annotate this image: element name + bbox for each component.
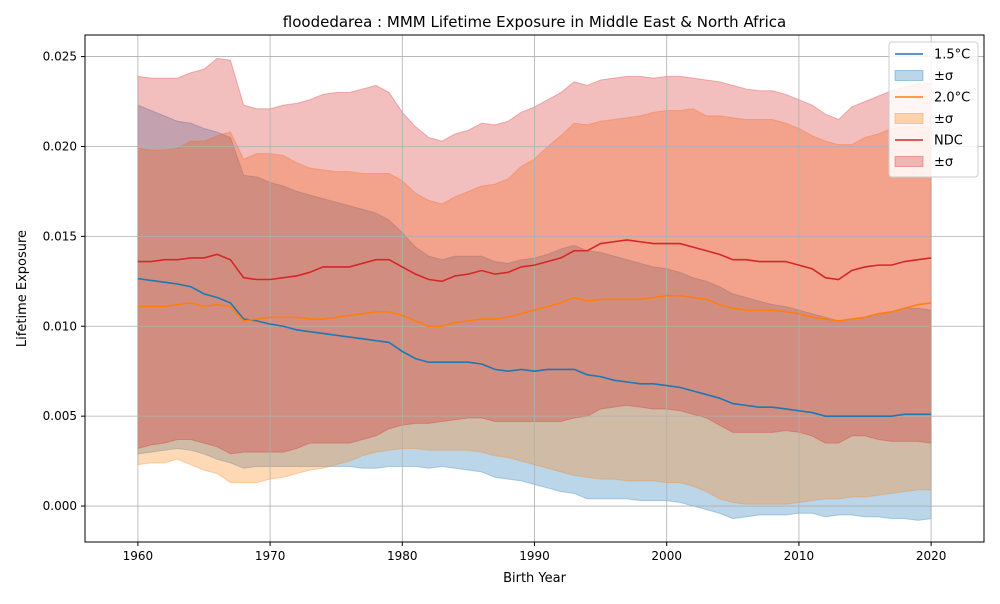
chart-title: floodedarea : MMM Lifetime Exposure in M… (283, 13, 786, 31)
x-tick-label-3: 1990 (519, 549, 550, 563)
legend-label-2: NDC (934, 134, 963, 149)
series-line-0 (137, 277, 932, 417)
x-tick-label-2: 1980 (387, 549, 418, 563)
y-axis-label: Lifetime Exposure (15, 230, 30, 347)
x-axis-ticks: 1960 1970 1980 1990 2000 2010 2020 (123, 542, 947, 563)
grid-lines (85, 35, 984, 542)
y-tick-label-0: 0.000 (43, 499, 77, 513)
y-axis-ticks: 0.000 0.005 0.010 0.015 0.020 0.025 (43, 50, 85, 513)
x-tick-label-1: 1970 (255, 549, 286, 563)
y-tick-label-3: 0.015 (43, 229, 77, 243)
legend-band-label-2: ±σ (934, 155, 953, 170)
x-tick-label-0: 1960 (123, 549, 154, 563)
legend-box (888, 41, 979, 178)
x-tick-label-4: 2000 (651, 549, 682, 563)
series-line-1 (137, 294, 932, 328)
legend-band-label-0: ±σ (934, 69, 953, 84)
x-axis-label: Birth Year (503, 571, 567, 586)
x-tick-label-6: 2020 (916, 549, 947, 563)
series-line-2 (137, 239, 932, 283)
legend-band-swatch-2 (894, 156, 924, 167)
legend: 1.5°C ±σ 2.0°C ±σ NDC ±σ (888, 41, 979, 178)
y-tick-label-1: 0.005 (43, 409, 77, 423)
legend-band-swatch-1 (894, 113, 924, 124)
legend-band-label-1: ±σ (934, 112, 953, 127)
series-lines (137, 239, 932, 417)
y-tick-label-5: 0.025 (43, 50, 77, 64)
x-tick-label-5: 2010 (784, 549, 815, 563)
y-tick-label-4: 0.020 (43, 139, 77, 153)
legend-label-1: 2.0°C (934, 91, 970, 106)
y-tick-label-2: 0.010 (43, 319, 77, 333)
legend-label-0: 1.5°C (934, 48, 970, 63)
legend-band-swatch-0 (894, 70, 924, 81)
